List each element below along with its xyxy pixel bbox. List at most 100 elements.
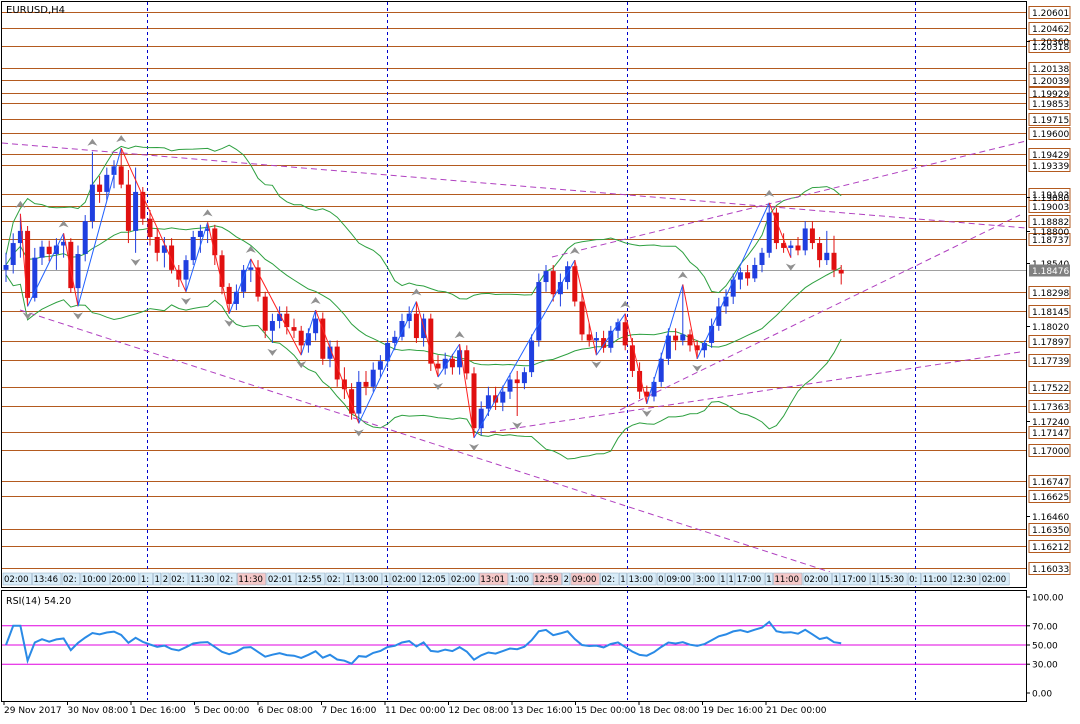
price-level-label: 1.17363 <box>1032 403 1069 413</box>
price-level-label: 1.17147 <box>1032 429 1069 439</box>
session-label: 17:00 <box>737 575 762 585</box>
candle-bear-body <box>97 184 103 192</box>
candle-bear-body <box>169 245 175 270</box>
session-label: 09:00 <box>572 575 597 585</box>
price-level-tag <box>1028 215 1071 228</box>
session-label-box <box>619 572 627 586</box>
current-price-box <box>1029 264 1070 277</box>
session-label-box <box>110 572 140 586</box>
price-level-label: 1.16625 <box>1032 493 1069 503</box>
price-level-tag <box>1028 200 1071 213</box>
price-level-label: 1.19853 <box>1032 100 1069 110</box>
trendline-3[interactable] <box>19 309 831 573</box>
candle-bear-body <box>773 212 779 244</box>
session-label: 1: <box>141 575 149 585</box>
zigzag-segment <box>624 313 648 404</box>
trendline-4[interactable] <box>619 214 1021 411</box>
fractal-down-arrow <box>296 361 307 369</box>
fractal-up-arrow <box>15 200 26 208</box>
candle-bear-body <box>255 267 261 297</box>
candle-bull-body <box>233 291 239 304</box>
trendline-2[interactable] <box>551 140 1027 258</box>
price-level-label: 1.18298 <box>1032 289 1069 299</box>
candle-bear-body <box>25 230 31 298</box>
candle-bull-body <box>709 325 715 343</box>
price-level-label: 1.20462 <box>1032 25 1069 35</box>
session-label-box <box>878 572 908 586</box>
candle-bear-body <box>745 272 751 279</box>
zigzag-segment <box>207 222 230 314</box>
candle-bear-body <box>673 335 679 341</box>
candle-bull-body <box>521 372 527 384</box>
fractal-down-arrow <box>591 361 602 369</box>
candle-bear-body <box>284 313 290 328</box>
candle-bull-body <box>478 408 484 429</box>
rsi-scale-label: 50.00 <box>1032 642 1058 652</box>
trendline-1[interactable] <box>1 142 1027 229</box>
candle-bear-body <box>644 391 650 397</box>
zigzag-segment <box>696 202 770 359</box>
fractal-down-arrow <box>130 258 141 266</box>
session-time-labels: 02:00 13:46 02: 10:00 20:00 1: 1 2 02: 11:30 02: 11… <box>2 572 1026 586</box>
price-scale: 1.20601 1.20462 1.20318 1.20138 1.20039 1.199… <box>1026 6 1071 575</box>
session-label-box <box>656 572 665 586</box>
fractal-up-arrow <box>87 138 98 146</box>
candle-bull-body <box>75 254 81 289</box>
candle-bear-body <box>572 266 578 302</box>
candle-bear-body <box>349 389 355 414</box>
candle-bull-body <box>61 241 67 246</box>
candle-bull-body <box>557 282 563 295</box>
candle-bear-body <box>262 296 268 331</box>
session-label-box <box>694 572 719 586</box>
price-scale-label: 1.17240 <box>1032 418 1069 428</box>
candle-bear-body <box>579 301 585 335</box>
price-level-tag <box>1028 444 1071 457</box>
fractal-up-arrow <box>310 297 321 305</box>
fractal-down-arrow <box>641 409 652 417</box>
fractal-up-arrow <box>764 189 775 197</box>
session-label-box <box>237 572 267 586</box>
candle-bear-body <box>226 286 232 304</box>
session-label-box <box>352 572 382 586</box>
fractal-up-arrow <box>116 135 127 143</box>
candle-bear-body <box>413 313 419 339</box>
session-label: 02: <box>327 575 341 585</box>
fractal-down-arrow <box>353 429 364 437</box>
trendlines[interactable] <box>1 140 1027 573</box>
session-label-box <box>344 572 353 586</box>
session-label-box <box>508 572 533 586</box>
session-label-box <box>2 572 32 586</box>
session-label-box <box>802 572 832 586</box>
session-label: 13:46 <box>34 575 59 585</box>
candle-bear-body <box>838 269 844 274</box>
candle-bull-body <box>665 335 671 359</box>
price-level-label: 1.19600 <box>1032 130 1069 140</box>
price-scale-label: 1.16460 <box>1032 513 1069 523</box>
zigzag-segment <box>415 301 439 378</box>
fractal-down-arrow <box>22 312 33 320</box>
session-label-box <box>449 572 479 586</box>
session-label-box <box>80 572 110 586</box>
candle-bull-body <box>190 236 196 261</box>
date-axis-label: 18 Dec 08:00 <box>639 706 700 716</box>
fractal-up-arrow <box>569 247 580 255</box>
candle-bear-body <box>601 338 607 348</box>
session-label: 1 <box>834 575 839 585</box>
candle-bear-body <box>147 218 153 237</box>
candle-bear-body <box>435 363 441 369</box>
session-label-box <box>627 572 657 586</box>
price-level-tag <box>1028 335 1071 348</box>
candle-bull-body <box>615 322 621 331</box>
candle-bear-body <box>831 252 837 270</box>
candle-bull-body <box>680 334 686 341</box>
price-level-tag <box>1028 562 1071 575</box>
candle-bull-body <box>608 330 614 348</box>
session-label: 12:30 <box>952 575 977 585</box>
session-label-box <box>382 572 391 586</box>
session-label: 2 <box>163 575 168 585</box>
zigzag-segment <box>595 313 626 356</box>
candle-bull-body <box>536 282 542 341</box>
price-level-label: 1.18737 <box>1032 236 1069 246</box>
candle-bull-body <box>529 340 535 373</box>
